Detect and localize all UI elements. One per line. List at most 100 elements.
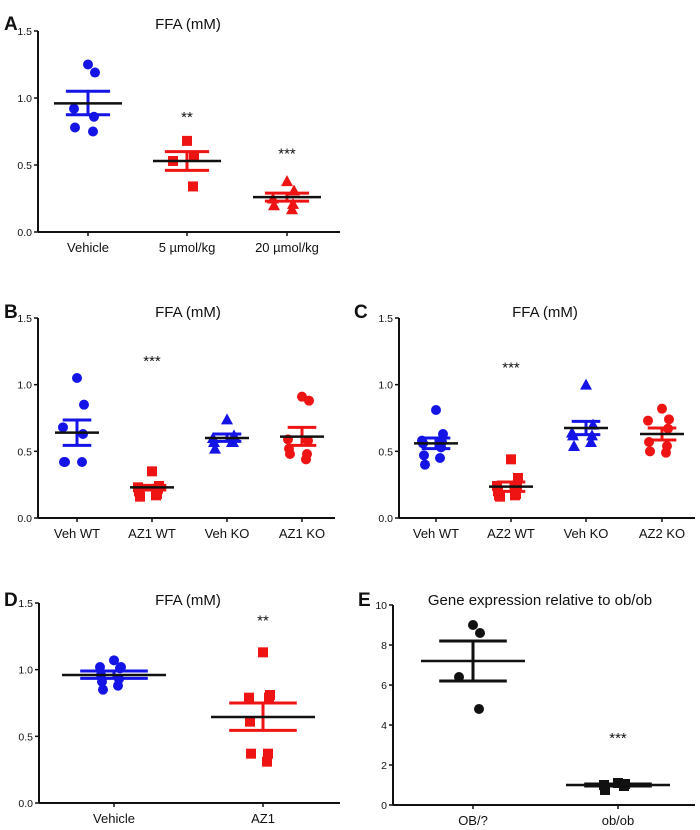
data-point (281, 175, 293, 187)
data-point (304, 395, 314, 406)
panel-letter: D (4, 590, 18, 611)
group-0 (55, 373, 99, 467)
y-tick-label: 1.0 (17, 93, 32, 105)
x-tick-label: ob/ob (602, 813, 635, 825)
data-point (264, 692, 274, 703)
data-point (79, 399, 89, 410)
y-tick-label: 0.5 (18, 731, 33, 743)
data-point (657, 403, 667, 414)
data-point (664, 414, 674, 425)
y-tick-label: 4 (381, 720, 387, 732)
significance-label: *** (609, 730, 627, 747)
group-1: ** (153, 109, 221, 192)
data-point (246, 748, 256, 759)
data-point (221, 413, 233, 425)
y-tick-label: 10 (375, 600, 387, 612)
panel-title: FFA (mM) (512, 304, 578, 321)
y-tick-label: 0.0 (17, 227, 32, 239)
panel-letter: A (4, 14, 18, 35)
data-point (645, 446, 655, 457)
data-point (113, 680, 123, 691)
panel-title: FFA (mM) (155, 592, 221, 609)
data-point (77, 457, 87, 467)
group-3 (280, 391, 324, 465)
data-point (258, 647, 268, 658)
group-2 (205, 413, 249, 454)
y-tick-label: 1.0 (378, 380, 393, 392)
data-point (506, 454, 516, 465)
x-tick-label: 5 µmol/kg (159, 240, 216, 255)
group-1: *** (130, 353, 174, 502)
significance-label: *** (278, 145, 296, 162)
x-tick-label: AZ1 (251, 811, 275, 825)
y-tick-label: 1.5 (378, 313, 393, 325)
group-0 (421, 620, 525, 714)
panel-letter: E (358, 590, 371, 611)
y-tick-label: 2 (381, 760, 387, 772)
data-point (188, 181, 198, 192)
panel-e: E Gene expression relative to ob/ob 0 2 4 6 8 1… (358, 590, 695, 828)
data-point (245, 716, 255, 727)
data-point (513, 473, 523, 483)
panel-c: C FFA (mM) 0.0 0.5 1.0 1.5 Veh WT AZ2 WT Veh KO A… (354, 302, 695, 541)
data-point (420, 459, 430, 470)
data-point (263, 748, 273, 759)
panel-d: D FFA (mM) 0.0 0.5 1.0 1.5 Vehicle AZ1 ** (4, 590, 340, 826)
significance-label: *** (143, 353, 161, 370)
data-point (419, 450, 429, 461)
panel-a: A FFA (mM) 0.0 0.5 1.0 1.5 Vehicle 5 µmol/kg 20 … (4, 14, 340, 255)
x-tick-label: AZ1 WT (128, 526, 176, 541)
data-point (475, 628, 485, 638)
data-point (285, 449, 295, 459)
y-tick-label: 1.0 (18, 665, 33, 677)
group-1: *** (489, 360, 533, 502)
data-point (109, 655, 119, 666)
group-0 (54, 59, 122, 137)
y-tick-label: 0.5 (17, 446, 32, 458)
x-tick-label: Veh WT (54, 526, 100, 541)
data-point (182, 135, 192, 146)
x-tick-label: Veh KO (564, 526, 609, 541)
data-point (88, 126, 98, 137)
data-point (72, 373, 82, 383)
panel-title: FFA (mM) (155, 304, 221, 321)
data-point (244, 692, 254, 703)
y-tick-label: 0.0 (17, 513, 32, 525)
group-2: *** (253, 145, 321, 215)
data-point (69, 103, 79, 114)
data-point (58, 422, 68, 433)
y-tick-label: 1.5 (17, 26, 32, 38)
data-point (135, 491, 145, 502)
group-0 (414, 405, 458, 470)
x-tick-label: OB/? (458, 813, 488, 825)
panel-letter: C (354, 302, 368, 323)
y-tick-label: 0.0 (18, 798, 33, 810)
data-point (151, 490, 161, 501)
panel-b: B FFA (mM) 0.0 0.5 1.0 1.5 Veh WT AZ1 WT Veh KO A… (4, 302, 335, 541)
data-point (643, 415, 653, 426)
y-tick-label: 0.5 (378, 446, 393, 458)
data-point (90, 67, 100, 78)
panel-letter: B (4, 302, 18, 323)
group-0 (62, 655, 166, 695)
y-tick-label: 1.0 (17, 380, 32, 392)
data-point (661, 447, 671, 458)
data-point (83, 59, 93, 70)
y-tick-label: 0.0 (378, 513, 393, 525)
significance-label: ** (257, 613, 269, 630)
x-tick-label: Vehicle (93, 811, 135, 825)
group-1: *** (566, 730, 670, 795)
group-2 (564, 378, 608, 451)
y-tick-label: 6 (381, 680, 387, 692)
data-point (98, 684, 108, 695)
panel-title: Gene expression relative to ob/ob (428, 592, 652, 609)
significance-label: ** (181, 109, 193, 126)
data-point (435, 453, 445, 463)
y-tick-label: 1.5 (17, 313, 32, 325)
data-point (303, 435, 313, 446)
x-tick-label: Veh KO (205, 526, 250, 541)
significance-label: *** (502, 360, 520, 377)
data-point (286, 203, 298, 215)
